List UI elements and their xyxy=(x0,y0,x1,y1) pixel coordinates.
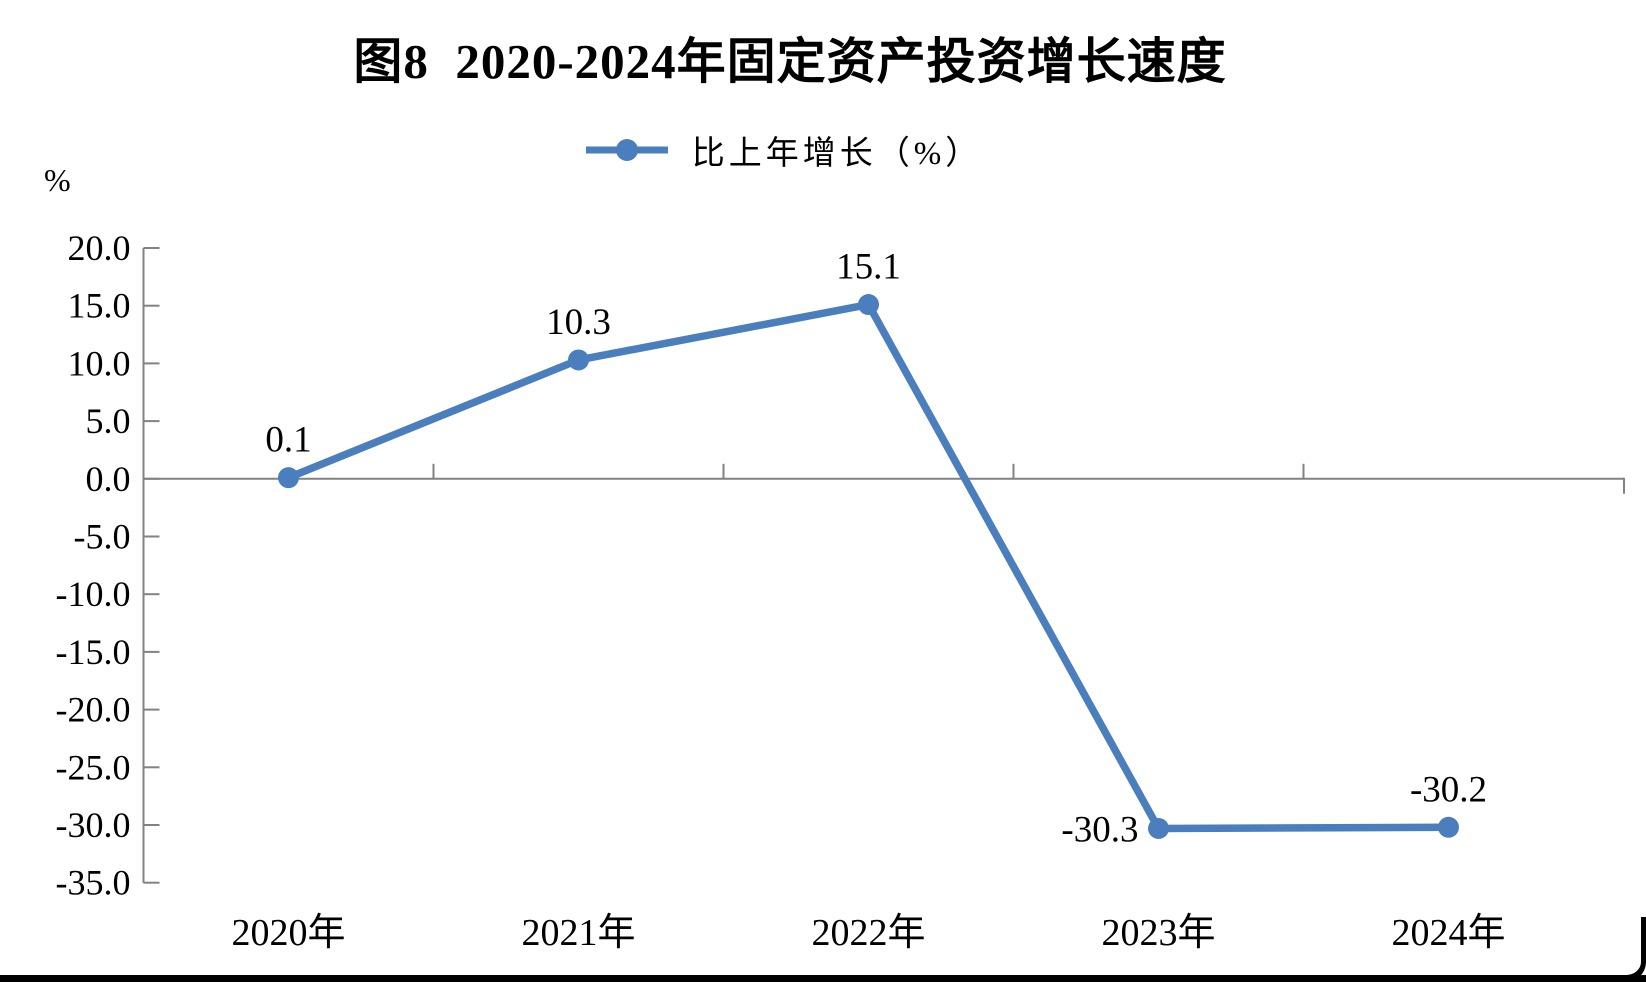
data-point-marker xyxy=(1148,817,1169,839)
y-axis-tick-label: 20.0 xyxy=(68,228,131,268)
data-point-marker xyxy=(1438,816,1459,838)
page-bottom-border xyxy=(0,975,1646,982)
y-axis-tick-label: 10.0 xyxy=(68,343,131,383)
x-axis-tick-label: 2022年 xyxy=(811,912,925,954)
data-point-marker xyxy=(278,467,299,489)
y-axis-tick-label: -5.0 xyxy=(74,517,131,557)
data-point-marker xyxy=(858,294,879,316)
data-point-label: 0.1 xyxy=(265,420,311,461)
chart-title: 图8 2020-2024年固定资产投资增长速度 xyxy=(353,34,1227,89)
y-axis-tick-label: -25.0 xyxy=(56,747,131,787)
x-axis-tick-label: 2021年 xyxy=(521,912,635,954)
data-point-label: -30.2 xyxy=(1410,769,1487,810)
data-point-marker xyxy=(568,349,589,371)
data-point-label: 15.1 xyxy=(836,247,901,288)
page-corner-border xyxy=(1421,917,1646,982)
x-axis-tick-label: 2020年 xyxy=(231,912,345,954)
series-line xyxy=(284,300,1453,833)
y-axis-tick-label: -15.0 xyxy=(56,632,131,672)
legend: 比上年增长（%） xyxy=(0,126,1566,174)
y-axis-tick-label: -10.0 xyxy=(56,574,131,614)
y-axis-tick-label: -30.0 xyxy=(56,805,131,845)
y-axis-tick-label: 5.0 xyxy=(86,401,131,441)
y-axis-tick-label: 15.0 xyxy=(68,286,131,326)
y-axis-unit-label: % xyxy=(44,162,71,198)
y-axis-tick-label: -20.0 xyxy=(56,690,131,730)
x-axis-tick-label: 2023年 xyxy=(1101,912,1215,954)
data-point-label: 10.3 xyxy=(546,302,611,343)
legend-label: 比上年增长（%） xyxy=(691,136,983,172)
data-point-label: -30.3 xyxy=(1061,809,1138,850)
legend-line-marker-icon xyxy=(585,139,668,161)
y-axis-tick-label: 0.0 xyxy=(86,459,131,499)
x-axis-tick-label: 2024年 xyxy=(1391,912,1505,954)
y-axis-tick-label: -35.0 xyxy=(56,863,131,903)
